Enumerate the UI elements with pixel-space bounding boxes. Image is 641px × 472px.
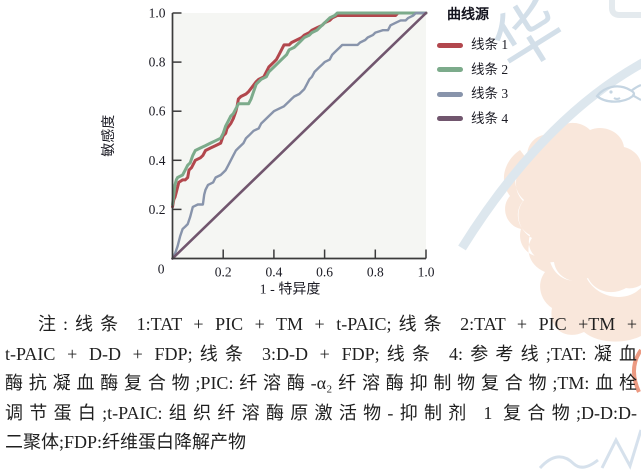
watermark-fish xyxy=(595,84,641,103)
svg-text:0.4: 0.4 xyxy=(265,265,282,280)
legend-label-line3: 线条 3 xyxy=(471,86,509,102)
note-line-4: 调节蛋白;t-PAIC:组织纤溶酶原激活物-抑制剂 1 复合物;D-D:D- xyxy=(5,402,637,423)
svg-text:0.4: 0.4 xyxy=(149,153,166,168)
svg-text:0.2: 0.2 xyxy=(149,202,166,217)
note-line-1: 注:线条 1:TAT + PIC + TM + t-PAIC;线条 2:TAT … xyxy=(38,314,637,334)
svg-text:0.2: 0.2 xyxy=(215,265,232,280)
legend-item-line2: 线条 2 xyxy=(437,58,508,83)
legend-swatch-line4 xyxy=(437,116,463,122)
svg-text:0.6: 0.6 xyxy=(316,265,333,280)
legend-item-line4: 线条 4 xyxy=(437,107,508,132)
watermark-script-strokes xyxy=(538,429,641,470)
legend-swatch-line3 xyxy=(437,91,463,97)
legend-item-line3: 线条 3 xyxy=(437,82,508,107)
legend-label-line1: 线条 1 xyxy=(471,37,509,53)
legend-swatch-line1 xyxy=(437,42,463,48)
legend-label-line2: 线条 2 xyxy=(471,61,509,77)
svg-text:0.6: 0.6 xyxy=(149,104,166,119)
svg-text:0.8: 0.8 xyxy=(149,55,166,70)
svg-text:敏感度: 敏感度 xyxy=(100,115,117,157)
figure-note: 注:线条 1:TAT + PIC + TM + t-PAIC;线条 2:TAT … xyxy=(5,310,637,458)
roc-chart: 0.2 0.4 0.6 0.8 1.0 0.2 0.4 0.6 0.8 1.0 0 1 - 特异度 敏感… xyxy=(100,6,435,298)
legend-swatch-line2 xyxy=(437,67,463,73)
note-line-5: 二聚体;FDP:纤维蛋白降解产物 xyxy=(5,432,247,453)
svg-text:0.8: 0.8 xyxy=(367,265,384,280)
note-line-3: 酶抗凝血酶复合物;PIC:纤溶酶-α₂纤溶酶抑制物复合物;TM:血栓 xyxy=(5,373,637,394)
legend-item-line1: 线条 1 xyxy=(437,33,508,58)
watermark-red-arc xyxy=(632,348,641,393)
legend-label-line4: 线条 4 xyxy=(471,110,509,126)
svg-text:1.0: 1.0 xyxy=(418,265,435,280)
watermark-circle-arc xyxy=(458,58,641,251)
chart-legend: 曲线源 线条 1 线条 2 线条 3 线条 4 xyxy=(437,7,508,131)
svg-text:0: 0 xyxy=(158,262,165,277)
note-line-2: t-PAIC + D-D + FDP;线条 3:D-D + FDP;线条 4:参… xyxy=(5,343,637,364)
svg-text:1.0: 1.0 xyxy=(149,6,166,21)
watermark-corner-bracket xyxy=(609,0,641,18)
svg-text:1 - 特异度: 1 - 特异度 xyxy=(260,282,321,298)
legend-title: 曲线源 xyxy=(447,8,489,23)
watermark-peach-blob xyxy=(503,122,641,342)
